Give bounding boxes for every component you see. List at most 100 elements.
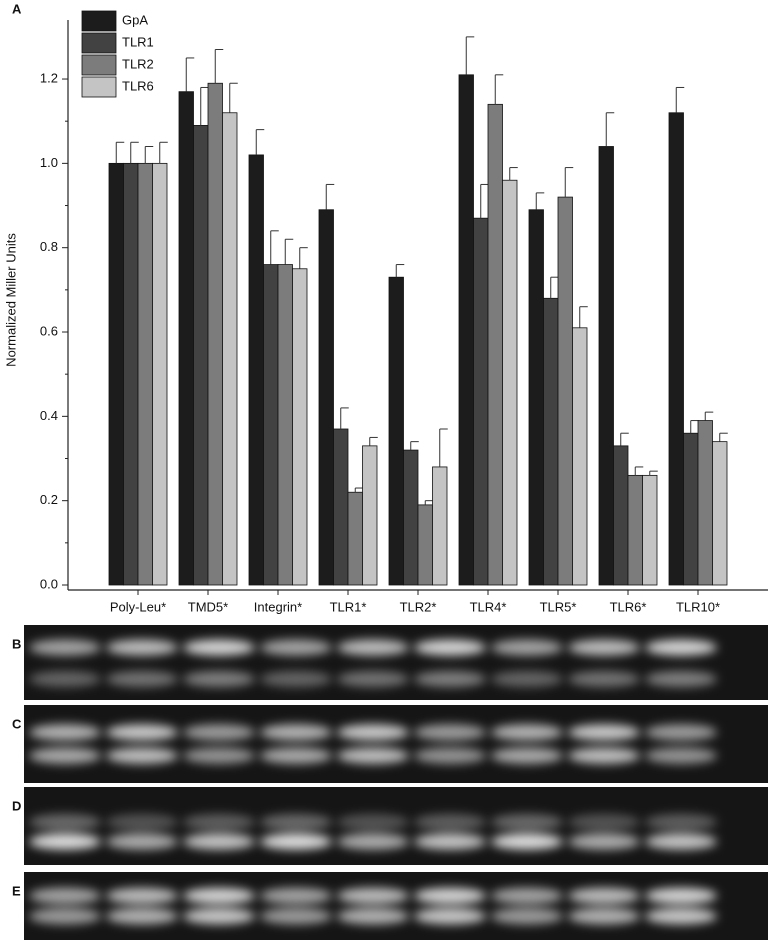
blot-band bbox=[337, 671, 409, 687]
bar bbox=[137, 162, 153, 586]
blot-band bbox=[645, 747, 717, 764]
bar bbox=[333, 428, 349, 586]
bar bbox=[557, 196, 573, 586]
bar bbox=[207, 82, 223, 586]
blot-band bbox=[29, 887, 101, 904]
blot-band bbox=[183, 833, 255, 850]
bar bbox=[502, 179, 518, 586]
blot-band bbox=[29, 833, 101, 850]
blot-bands bbox=[29, 639, 717, 687]
bar bbox=[388, 276, 404, 586]
bar bbox=[193, 125, 209, 586]
bar bbox=[683, 432, 699, 586]
blot-band bbox=[106, 887, 178, 904]
blot-band bbox=[29, 639, 101, 656]
bar bbox=[627, 474, 643, 586]
blot-bands bbox=[29, 814, 717, 850]
blot-band bbox=[106, 724, 178, 741]
legend-swatch bbox=[81, 54, 117, 76]
blot-band bbox=[183, 639, 255, 656]
blot-band bbox=[260, 671, 332, 687]
blot-band bbox=[260, 908, 332, 925]
blot-band bbox=[491, 833, 563, 850]
blot-band bbox=[106, 747, 178, 764]
panel-label: E bbox=[12, 883, 21, 898]
y-tick-label: 0.8 bbox=[40, 239, 58, 254]
bar bbox=[487, 103, 503, 586]
panel-label: D bbox=[12, 798, 21, 813]
blot-band bbox=[183, 747, 255, 764]
blot-band bbox=[491, 671, 563, 687]
blot-band bbox=[260, 639, 332, 656]
blot-band bbox=[568, 639, 640, 656]
blot-band bbox=[645, 908, 717, 925]
bar bbox=[318, 209, 334, 586]
x-tick-label: TLR6* bbox=[610, 599, 647, 614]
bar bbox=[613, 445, 629, 586]
blot-band bbox=[414, 724, 486, 741]
bar bbox=[642, 474, 658, 586]
x-tick-label: TLR5* bbox=[540, 599, 577, 614]
blot-band bbox=[645, 887, 717, 904]
blot-band bbox=[337, 747, 409, 764]
bar bbox=[347, 491, 363, 586]
blot-band bbox=[645, 724, 717, 741]
blot-band bbox=[260, 747, 332, 764]
blot-band bbox=[568, 887, 640, 904]
blot-band bbox=[491, 887, 563, 904]
blot-band bbox=[568, 833, 640, 850]
blot-band bbox=[337, 639, 409, 656]
bar bbox=[458, 74, 474, 586]
blot-background bbox=[24, 872, 768, 940]
blot-background bbox=[24, 705, 768, 783]
y-axis-label: Normalized Miller Units bbox=[3, 233, 18, 367]
y-tick-label: 0.6 bbox=[40, 323, 58, 338]
blot-band bbox=[106, 671, 178, 687]
blot-band bbox=[568, 908, 640, 925]
blot-band bbox=[106, 908, 178, 925]
blot-band bbox=[414, 671, 486, 687]
panel-label: C bbox=[12, 716, 22, 731]
bar bbox=[222, 112, 238, 586]
blot-bands bbox=[29, 724, 717, 764]
bar bbox=[543, 297, 559, 586]
bar bbox=[152, 162, 168, 586]
blot-bands bbox=[29, 887, 717, 925]
y-tick-label: 0.4 bbox=[40, 408, 58, 423]
bar bbox=[432, 466, 448, 586]
legend-label: TLR1 bbox=[122, 34, 154, 49]
blot-background bbox=[24, 625, 768, 700]
blot-band bbox=[29, 671, 101, 687]
blot-band bbox=[337, 908, 409, 925]
y-tick-label: 1.2 bbox=[40, 70, 58, 85]
blot-band bbox=[106, 814, 178, 831]
blot-band bbox=[491, 747, 563, 764]
bar bbox=[598, 146, 614, 586]
blot-band bbox=[645, 833, 717, 850]
legend-swatch bbox=[81, 32, 117, 54]
x-tick-label: TLR2* bbox=[400, 599, 437, 614]
blot-band bbox=[568, 747, 640, 764]
panel-label: B bbox=[12, 636, 21, 651]
x-tick-label: TLR10* bbox=[676, 599, 720, 614]
blot-band bbox=[337, 814, 409, 831]
blot-band bbox=[414, 747, 486, 764]
blot-band bbox=[106, 639, 178, 656]
legend-label: GpA bbox=[122, 12, 148, 27]
blot-band bbox=[29, 747, 101, 764]
blot-band bbox=[260, 887, 332, 904]
blot-band bbox=[29, 814, 101, 831]
x-tick-label: TLR4* bbox=[470, 599, 507, 614]
blot-band bbox=[183, 908, 255, 925]
bar bbox=[178, 91, 194, 586]
x-tick-label: Poly-Leu* bbox=[110, 599, 166, 614]
blot-band bbox=[337, 833, 409, 850]
blot-band bbox=[568, 814, 640, 831]
blot-band bbox=[414, 887, 486, 904]
legend-label: TLR6 bbox=[122, 78, 154, 93]
blot-band bbox=[568, 671, 640, 687]
bar bbox=[668, 112, 684, 586]
blot-band bbox=[491, 908, 563, 925]
blot-band bbox=[414, 639, 486, 656]
